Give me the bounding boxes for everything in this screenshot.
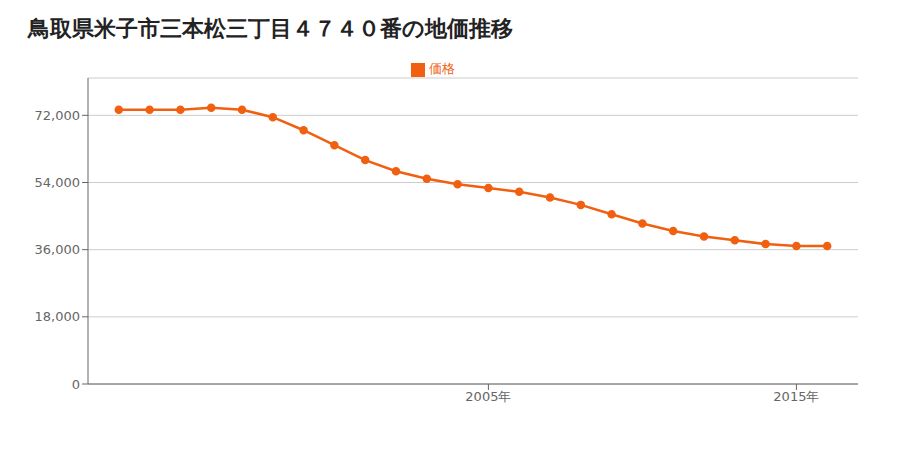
html-text:鳥取県米子市三本松三丁目４７４０番の地価推移: 鳥取県米子市三本松三丁目４７４０番の地価推移 <box>28 16 513 41</box>
svg-text:18,000: 18,000 <box>35 309 81 324</box>
svg-text:72,000: 72,000 <box>35 108 81 123</box>
svg-text:36,000: 36,000 <box>35 242 81 257</box>
html-text:価格: 価格 <box>429 61 455 76</box>
svg-text:54,000: 54,000 <box>35 175 81 190</box>
svg-text:2005年: 2005年 <box>465 389 511 404</box>
svg-text:2015年: 2015年 <box>773 389 819 404</box>
svg-text:0: 0 <box>72 377 80 392</box>
